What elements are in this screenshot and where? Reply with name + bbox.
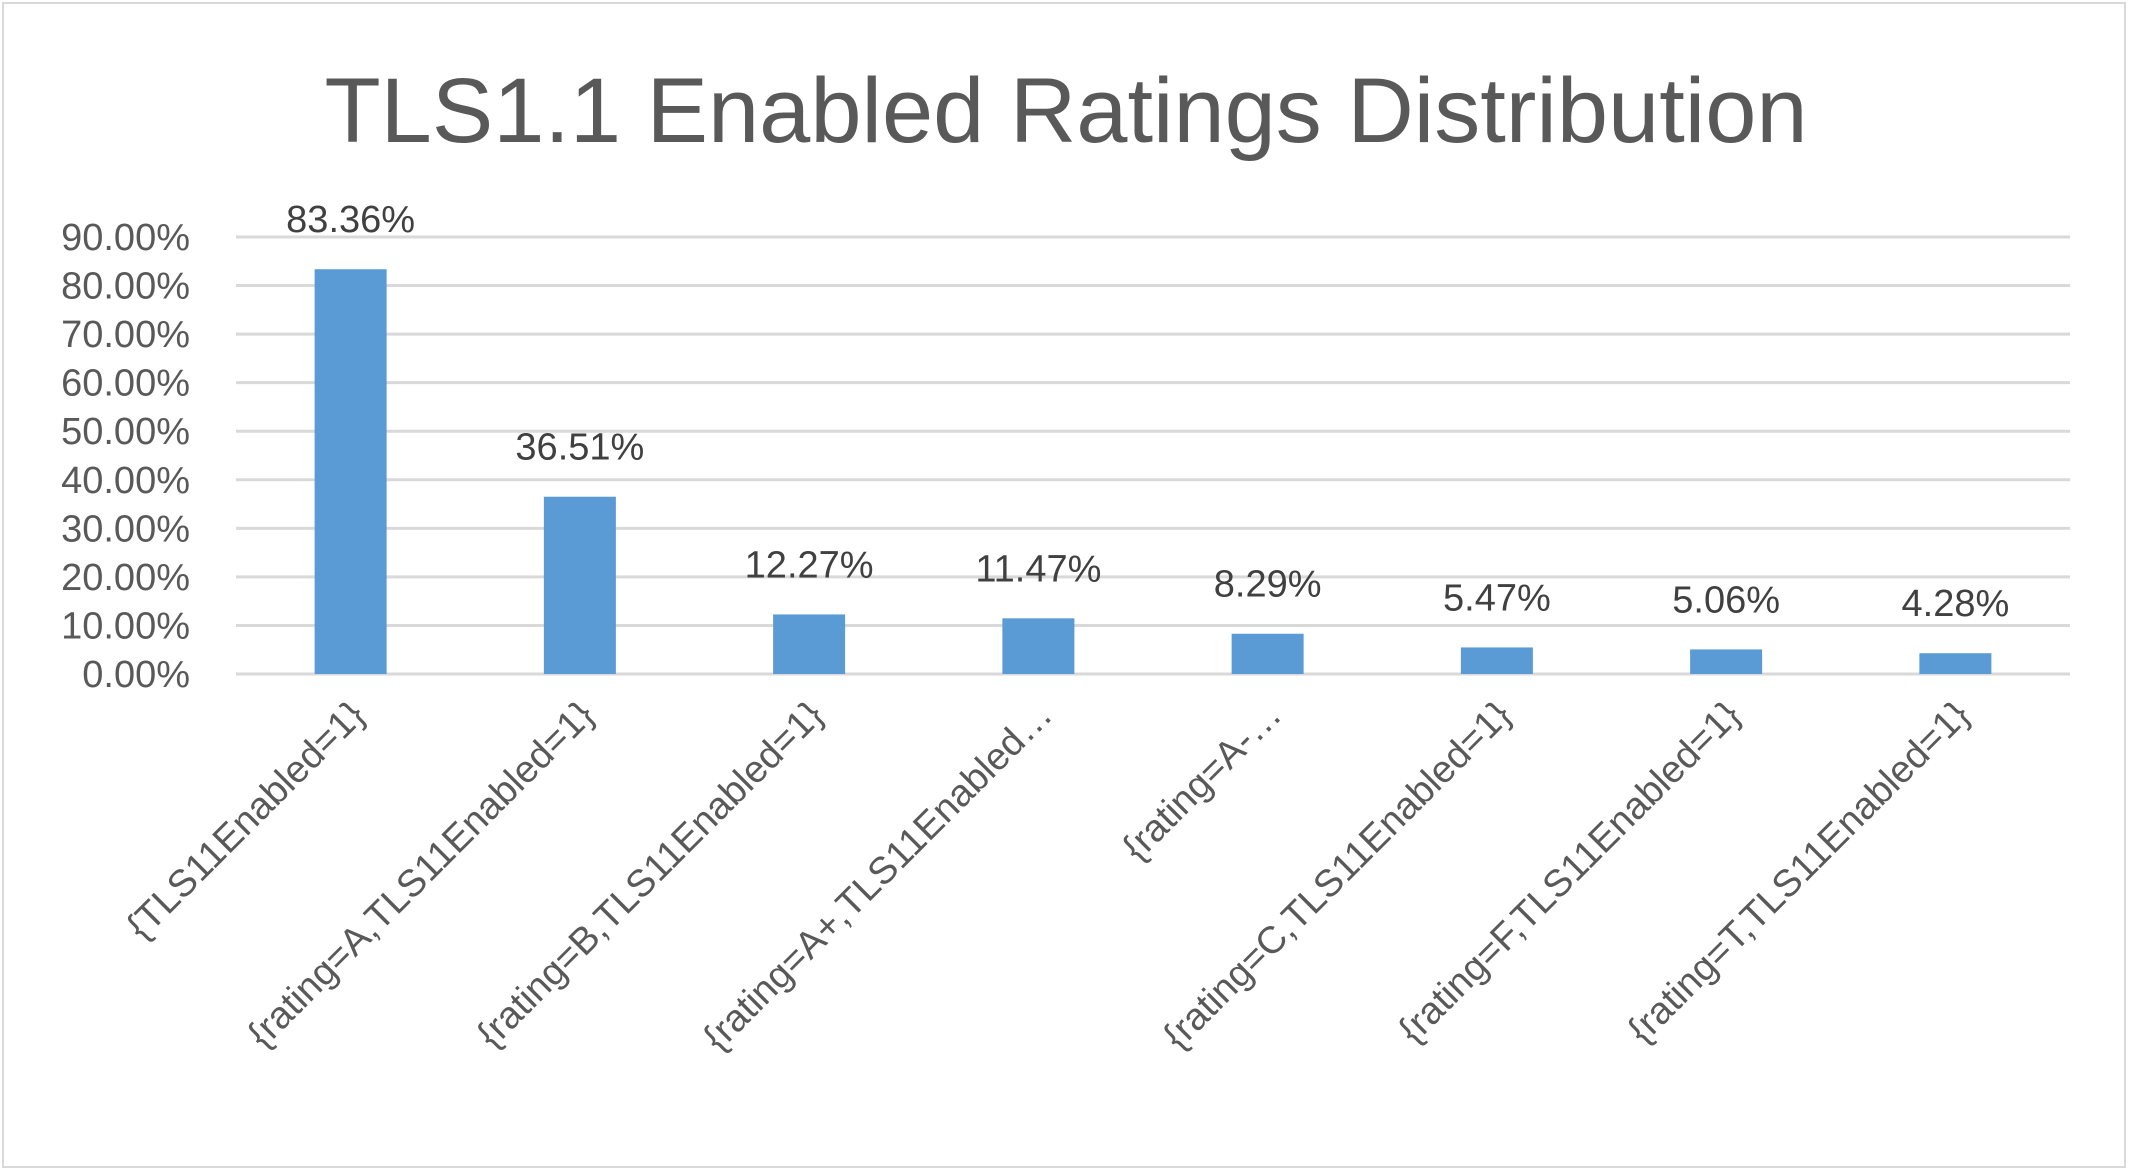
bars (314, 269, 1992, 674)
bar-chart: TLS1.1 Enabled Ratings Distribution 0.00… (61, 60, 2070, 1059)
data-label: 5.06% (1672, 579, 1780, 621)
y-tick-label: 0.00% (82, 654, 190, 696)
y-tick-label: 70.00% (61, 314, 190, 356)
data-label: 8.29% (1214, 564, 1322, 606)
bar (1002, 618, 1075, 674)
y-tick-label: 40.00% (61, 460, 190, 502)
y-tick-label: 30.00% (61, 508, 190, 550)
chart-title: TLS1.1 Enabled Ratings Distribution (324, 60, 1807, 162)
y-axis-ticks: 0.00% 10.00% 20.00% 30.00% 40.00% 50.00% 60.00… (61, 217, 190, 696)
bar (1460, 647, 1533, 674)
data-label: 83.36% (286, 199, 415, 241)
bar (1690, 649, 1763, 674)
data-label: 11.47% (975, 548, 1101, 590)
data-label: 36.51% (515, 427, 644, 469)
category-label: {TLS11Enabled=1} (119, 694, 373, 948)
data-labels: 83.36% 36.51% 12.27% 11.47% 8.29% 5.47% 5.06% 4… (286, 199, 2009, 625)
bar (773, 614, 846, 674)
x-axis-categories: {TLS11Enabled=1}{rating=A,TLS11Enabled=1… (119, 694, 1978, 1059)
y-tick-label: 80.00% (61, 266, 190, 308)
y-tick-label: 50.00% (61, 411, 190, 453)
data-label: 5.47% (1443, 577, 1551, 619)
bar (1231, 633, 1304, 674)
bar (314, 269, 387, 674)
y-tick-label: 10.00% (61, 605, 190, 647)
y-tick-label: 60.00% (61, 363, 190, 405)
bar (543, 496, 616, 674)
y-tick-label: 90.00% (61, 217, 190, 259)
category-label: {rating=A-… (1115, 694, 1290, 869)
y-tick-label: 20.00% (61, 557, 190, 599)
data-label: 12.27% (745, 544, 874, 586)
gridlines (236, 235, 2070, 676)
data-label: 4.28% (1902, 583, 2010, 625)
bar (1919, 653, 1992, 674)
